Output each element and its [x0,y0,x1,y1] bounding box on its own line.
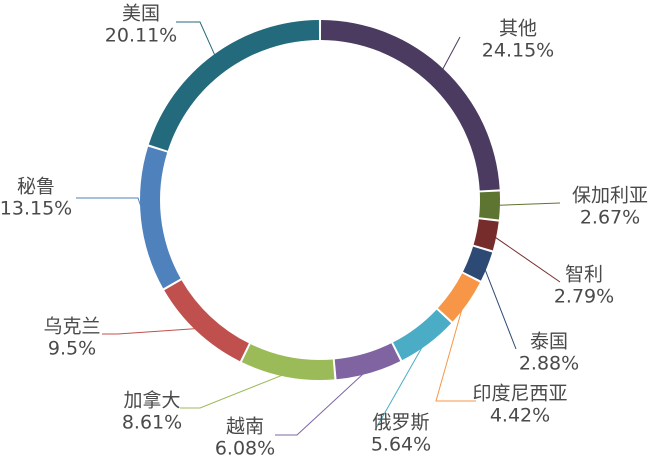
slice-8 [164,280,249,362]
slice-value-label-5: 5.64% [371,434,431,456]
leader-line-1 [495,202,561,206]
slice-label-8: 乌克兰 [43,316,100,338]
slice-label-4: 印度尼西亚 [472,383,567,405]
slice-0 [320,20,500,191]
leader-line-5 [374,340,427,431]
leader-line-4 [435,300,476,402]
slice-value-label-0: 24.15% [482,40,554,62]
slice-value-label-7: 8.61% [122,412,182,434]
slice-value-label-1: 2.67% [580,207,640,229]
slice-label-2: 智利 [565,264,603,286]
slice-label-7: 加拿大 [123,389,180,412]
leader-line-3 [482,265,517,350]
slice-value-label-10: 20.11% [105,25,177,47]
slice-value-label-8: 9.5% [48,338,96,360]
slice-value-label-2: 2.79% [554,286,614,308]
slice-2 [473,219,499,251]
donut-slices [140,20,501,380]
leader-line-8 [102,327,200,335]
slice-7 [241,344,335,380]
leader-lines [76,21,561,436]
leader-line-6 [275,368,369,436]
leader-line-0 [440,36,461,73]
slice-10 [148,20,320,151]
leader-line-7 [180,372,288,409]
slice-value-label-9: 13.15% [0,198,72,220]
slice-label-3: 泰国 [530,331,568,353]
slice-label-9: 秘鲁 [17,176,55,198]
slice-label-1: 保加利亚 [572,185,648,207]
leader-line-2 [492,234,561,283]
slice-3 [463,246,493,281]
slice-4 [437,273,480,322]
slice-1 [479,191,501,220]
slice-5 [393,309,452,361]
slice-value-label-4: 4.42% [490,405,550,427]
slice-label-10: 美国 [122,3,160,25]
slice-value-label-6: 6.08% [215,438,275,458]
slice-label-5: 俄罗斯 [372,412,429,434]
slice-value-label-3: 2.88% [519,353,579,375]
slice-label-0: 其他 [499,18,537,40]
slice-9 [140,146,181,289]
slice-6 [334,343,401,380]
leader-line-10 [176,21,217,59]
leader-line-9 [76,197,146,219]
slice-label-6: 越南 [226,416,264,438]
